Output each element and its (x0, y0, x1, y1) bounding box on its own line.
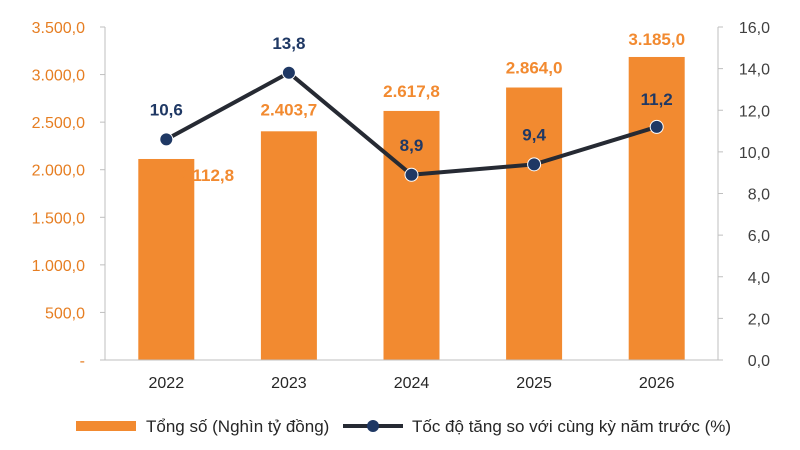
bar-data-label: 2.112,8 (178, 166, 234, 185)
legend-bar-label: Tổng số (Nghìn tỷ đồng) (146, 417, 329, 436)
line-data-label: 8,9 (400, 136, 424, 155)
y-left-tick-label: 3.000,0 (32, 68, 85, 85)
bar-data-label: 2.864,0 (506, 59, 563, 78)
y-left-tick-label: 3.500,0 (32, 20, 85, 37)
y-right-tick-label: 8,0 (748, 187, 770, 204)
growth-rate-point-2026 (649, 119, 664, 134)
legend-line-marker (367, 420, 379, 432)
legend-line-label: Tốc độ tăng so với cùng kỳ năm trước (%) (412, 417, 731, 436)
y-right-tick-label: 16,0 (739, 20, 770, 37)
y-left-tick-label: 2.000,0 (32, 163, 85, 180)
y-right-tick-label: 4,0 (748, 270, 770, 287)
bar-2026 (628, 56, 685, 360)
y-left-tick-label: 1.500,0 (32, 210, 85, 227)
y-left-tick-label: - (80, 353, 85, 370)
y-left-tick-label: 2.500,0 (32, 115, 85, 132)
x-tick-label: 2022 (149, 375, 185, 392)
bar-data-label: 2.617,8 (383, 82, 440, 101)
y-right-tick-label: 2,0 (748, 311, 770, 328)
line-data-label: 9,4 (522, 125, 546, 144)
bar-2025 (506, 87, 563, 360)
growth-rate-point-2023 (281, 65, 296, 80)
bar-2022 (138, 158, 195, 360)
bar-2024 (383, 110, 440, 360)
y-left-tick-label: 500,0 (45, 305, 85, 322)
x-tick-label: 2024 (394, 375, 430, 392)
y-left-tick-label: 1.000,0 (32, 258, 85, 275)
bar-2023 (260, 131, 317, 360)
y-right-tick-label: 0,0 (748, 353, 770, 370)
growth-rate-point-2025 (527, 157, 542, 172)
legend-bar-swatch (76, 421, 136, 431)
x-tick-label: 2023 (271, 375, 307, 392)
y-right-tick-label: 12,0 (739, 103, 770, 120)
bar-data-label: 2.403,7 (261, 100, 318, 119)
line-data-label: 10,6 (150, 100, 183, 119)
y-right-tick-label: 6,0 (748, 228, 770, 245)
growth-rate-point-2022 (159, 132, 174, 147)
line-data-label: 13,8 (272, 34, 305, 53)
x-tick-label: 2026 (639, 375, 675, 392)
x-tick-label: 2025 (516, 375, 552, 392)
line-data-label: 11,2 (641, 90, 673, 109)
bar-data-label: 3.185,0 (628, 30, 685, 49)
y-right-tick-label: 10,0 (739, 145, 770, 162)
growth-rate-point-2024 (404, 167, 419, 182)
y-right-tick-label: 14,0 (739, 62, 770, 79)
